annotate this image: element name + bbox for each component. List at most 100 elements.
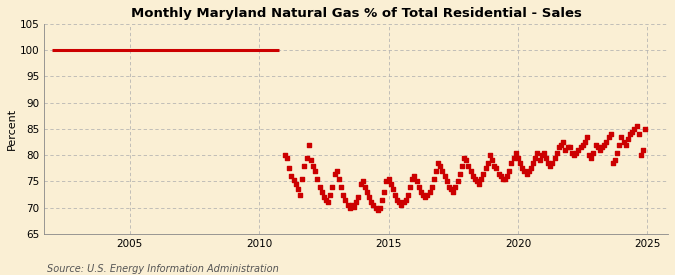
Point	[595, 148, 605, 152]
Point	[435, 163, 446, 168]
Point	[483, 161, 493, 165]
Point	[551, 150, 562, 155]
Point	[310, 169, 321, 173]
Point	[493, 171, 504, 176]
Point	[362, 190, 373, 194]
Point	[618, 140, 629, 144]
Point	[450, 185, 461, 189]
Point	[539, 150, 549, 155]
Point	[427, 185, 437, 189]
Point	[562, 145, 573, 150]
Point	[288, 178, 299, 183]
Point	[530, 156, 541, 160]
Point	[554, 145, 564, 150]
Point	[383, 177, 394, 181]
Point	[586, 156, 597, 160]
Point	[508, 156, 519, 160]
Point	[633, 132, 644, 136]
Point	[394, 200, 405, 205]
Point	[416, 190, 427, 194]
Point	[446, 187, 456, 191]
Point	[286, 174, 297, 178]
Point	[299, 163, 310, 168]
Point	[338, 192, 349, 197]
Point	[463, 163, 474, 168]
Point	[566, 150, 577, 155]
Point	[469, 177, 480, 181]
Point	[504, 169, 515, 173]
Point	[512, 156, 523, 160]
Point	[379, 190, 389, 194]
Point	[439, 174, 450, 178]
Point	[543, 161, 554, 165]
Point	[528, 161, 539, 165]
Title: Monthly Maryland Natural Gas % of Total Residential - Sales: Monthly Maryland Natural Gas % of Total …	[131, 7, 582, 20]
Point	[325, 192, 335, 197]
Text: Source: U.S. Energy Information Administration: Source: U.S. Energy Information Administ…	[47, 264, 279, 274]
Point	[472, 179, 483, 184]
Point	[624, 132, 635, 136]
Point	[474, 182, 485, 186]
Point	[327, 185, 338, 189]
Point	[342, 203, 353, 207]
Point	[351, 200, 362, 205]
Point	[605, 132, 616, 136]
Point	[409, 174, 420, 178]
Point	[353, 195, 364, 199]
Point	[560, 148, 571, 152]
Point	[547, 161, 558, 165]
Point	[335, 185, 346, 189]
Point	[549, 156, 560, 160]
Point	[381, 179, 392, 184]
Point	[608, 161, 618, 165]
Point	[526, 166, 537, 170]
Point	[398, 200, 409, 205]
Point	[577, 142, 588, 147]
Point	[290, 182, 301, 186]
Point	[487, 158, 497, 163]
Point	[590, 142, 601, 147]
Point	[396, 203, 407, 207]
Point	[420, 195, 431, 199]
Point	[429, 177, 439, 181]
Point	[284, 166, 295, 170]
Point	[465, 169, 476, 173]
Point	[497, 177, 508, 181]
Point	[500, 177, 510, 181]
Point	[448, 190, 458, 194]
Point	[364, 195, 375, 199]
Y-axis label: Percent: Percent	[7, 108, 17, 150]
Point	[323, 200, 333, 205]
Point	[534, 158, 545, 163]
Point	[377, 198, 387, 202]
Point	[521, 171, 532, 176]
Point	[441, 179, 452, 184]
Point	[597, 145, 608, 150]
Point	[319, 195, 329, 199]
Point	[588, 150, 599, 155]
Point	[349, 204, 360, 209]
Point	[344, 205, 355, 210]
Point	[375, 205, 385, 210]
Point	[373, 208, 383, 213]
Point	[532, 150, 543, 155]
Point	[612, 150, 622, 155]
Point	[614, 142, 625, 147]
Point	[631, 124, 642, 128]
Point	[571, 150, 582, 155]
Point	[601, 140, 612, 144]
Point	[485, 153, 495, 157]
Point	[389, 192, 400, 197]
Point	[489, 163, 500, 168]
Point	[523, 169, 534, 173]
Point	[355, 182, 366, 186]
Point	[536, 153, 547, 157]
Point	[461, 158, 472, 163]
Point	[640, 127, 651, 131]
Point	[519, 169, 530, 173]
Point	[295, 192, 306, 197]
Point	[418, 192, 429, 197]
Point	[454, 171, 465, 176]
Point	[495, 174, 506, 178]
Point	[333, 177, 344, 181]
